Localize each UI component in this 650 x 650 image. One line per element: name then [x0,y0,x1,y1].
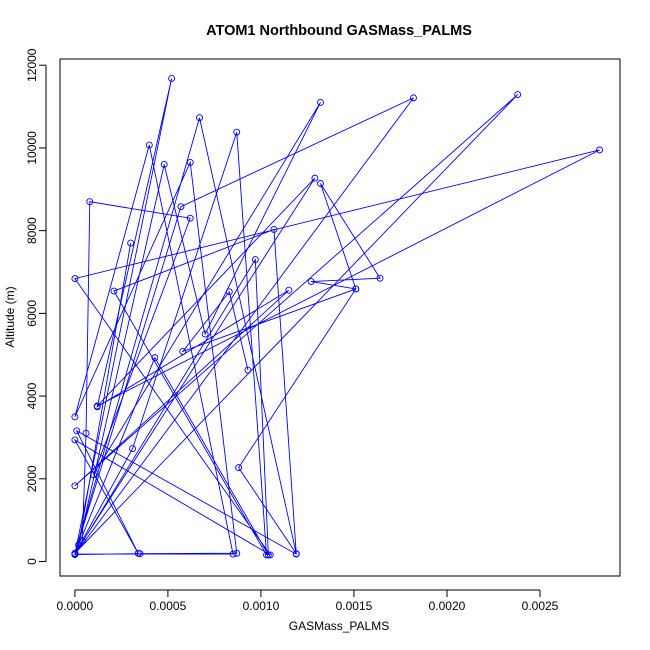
x-tick-label: 0.0025 [522,599,559,613]
series-1 [71,74,603,559]
data-point [93,403,101,411]
x-axis-label: GASMass_PALMS [289,619,389,633]
data-point [596,146,603,154]
y-tick-label: 12000 [25,48,39,82]
data-point [177,203,185,211]
y-tick-label: 0 [25,558,39,565]
data-point [73,427,81,435]
y-tick-label: 2000 [25,465,39,492]
data-point [78,537,86,545]
data-point [145,141,153,149]
x-tick-label: 0.0020 [429,599,466,613]
data-point [311,174,319,182]
y-tick-label: 4000 [25,382,39,409]
data-point [244,366,252,374]
y-tick-label: 6000 [25,300,39,327]
data-point [410,94,417,102]
data-point [307,278,315,285]
data-point [71,482,79,490]
data-point [233,549,241,557]
data-point [71,413,79,421]
data-point [285,286,293,294]
data-point [376,274,384,282]
x-tick-label: 0.0005 [150,599,187,613]
data-point [235,464,243,472]
data-point [86,198,94,206]
data-point [352,285,360,293]
data-point [75,541,83,549]
data-point [263,551,270,559]
data-point [110,287,118,295]
series-layer [71,74,603,559]
x-tick-label: 0.0000 [57,599,94,613]
data-point [71,275,79,283]
x-axis: 0.0000 0.0005 0.0010 0.0015 0.0020 0.0025 [57,589,559,613]
data-point [201,330,209,338]
y-axis: 0 2000 4000 6000 8000 10000 12000 [25,48,47,565]
plot-frame [59,58,621,577]
data-point [90,471,97,479]
data-point [127,239,135,247]
data-point [233,128,241,136]
series-2 [75,98,324,549]
data-point [179,347,187,355]
data-point [251,256,259,264]
data-point [168,74,176,82]
data-point [134,549,142,557]
y-tick-label: 10000 [25,131,39,165]
data-point [151,354,159,362]
y-tick-label: 8000 [25,217,39,244]
data-point [186,214,194,222]
data-point [82,429,90,437]
x-tick-label: 0.0010 [243,599,280,613]
data-point [71,549,79,557]
data-point [317,98,324,106]
data-point [264,551,272,559]
data-point [129,445,137,453]
data-point [71,436,79,444]
data-point [317,180,324,187]
y-axis-label: Altitude (m) [3,286,17,347]
data-point [160,161,168,168]
data-point [266,551,274,559]
series-line [78,102,321,546]
chart-title: ATOM1 Northbound GASMass_PALMS [206,23,472,39]
x-tick-label: 0.0015 [336,599,373,613]
data-point [514,91,522,99]
data-point [270,225,278,233]
series-line [73,78,600,556]
data-point [292,550,300,558]
data-point [229,550,237,558]
data-point [196,114,203,122]
data-point [186,158,194,166]
